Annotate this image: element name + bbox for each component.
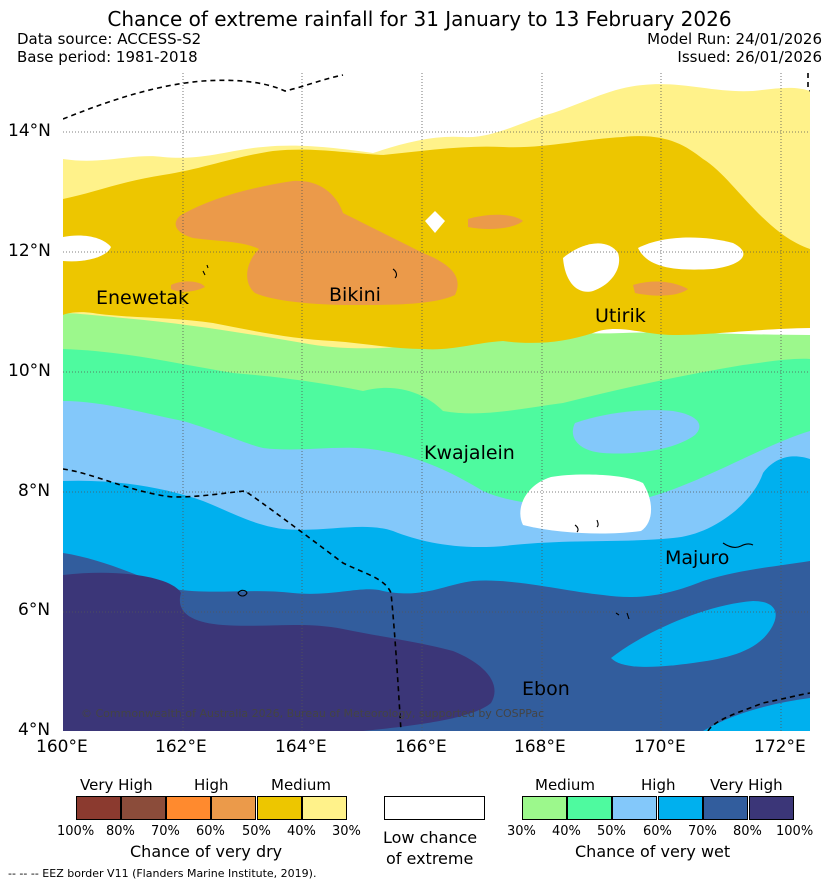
dry-tick-70: 70% xyxy=(151,824,180,839)
wet-medium-heading: Medium xyxy=(535,776,595,794)
wet-70-lobe xyxy=(611,601,776,667)
dry-medium-heading: Medium xyxy=(271,776,331,794)
dry-swatch-3 xyxy=(166,796,211,820)
rainfall-map[interactable]: Enewetak Bikini Utirik Kwajalein Majuro … xyxy=(63,73,810,731)
lat-label-6n: 6°N xyxy=(18,600,51,620)
lon-label-164e: 164°E xyxy=(275,737,327,757)
dry-tick-30: 30% xyxy=(332,824,361,839)
low-chance-hole-east xyxy=(638,237,744,270)
low-chance-hole-south xyxy=(520,474,652,534)
chart-title: Chance of extreme rainfall for 31 Januar… xyxy=(107,7,732,31)
wet-swatch-1 xyxy=(522,796,567,820)
dry-50-east xyxy=(468,214,523,229)
dry-high-heading: High xyxy=(194,776,229,794)
place-utirik: Utirik xyxy=(595,305,646,327)
wet-very-high-heading: Very High xyxy=(710,776,783,794)
eez-border-note: -- -- -- EEZ border V11 (Flanders Marine… xyxy=(8,867,317,880)
low-chance-swatch xyxy=(384,796,485,820)
model-run-label: Model Run: 24/01/2026 xyxy=(647,30,822,48)
wet-swatch-5 xyxy=(703,796,748,820)
copyright-notice: © Commonwealth of Australia 2026, Bureau… xyxy=(81,707,544,720)
dry-tick-40: 40% xyxy=(287,824,316,839)
dry-tick-100: 100% xyxy=(57,824,95,839)
wet-high-heading: High xyxy=(641,776,676,794)
base-period-label: Base period: 1981-2018 xyxy=(17,48,198,66)
dry-50-small xyxy=(171,281,205,292)
wet-tick-50: 50% xyxy=(597,824,626,839)
lat-label-4n: 4°N xyxy=(18,720,51,740)
dry-swatch-6 xyxy=(302,796,347,820)
dry-swatch-2 xyxy=(121,796,166,820)
place-kwajalein: Kwajalein xyxy=(424,442,515,464)
low-chance-hole-small xyxy=(425,211,445,233)
lat-label-12n: 12°N xyxy=(8,241,51,261)
dry-50-area xyxy=(175,180,458,305)
lon-label-160e: 160°E xyxy=(36,737,88,757)
dry-tick-60: 60% xyxy=(196,824,225,839)
lat-label-8n: 8°N xyxy=(18,481,51,501)
lon-label-172e: 172°E xyxy=(754,737,806,757)
wet-tick-40: 40% xyxy=(552,824,581,839)
wet-50-pocket xyxy=(572,410,700,454)
lon-label-168e: 168°E xyxy=(514,737,566,757)
wet-tick-60: 60% xyxy=(643,824,672,839)
lon-label-166e: 166°E xyxy=(395,737,447,757)
dry-very-high-heading: Very High xyxy=(80,776,153,794)
wet-swatch-6 xyxy=(749,796,794,820)
place-bikini: Bikini xyxy=(329,284,381,306)
dry-swatch-5 xyxy=(257,796,302,820)
low-chance-hole-west xyxy=(63,235,111,262)
wet-80-band xyxy=(63,572,495,731)
lon-label-170e: 170°E xyxy=(634,737,686,757)
wet-60-corner xyxy=(703,698,810,731)
lat-label-10n: 10°N xyxy=(8,361,51,381)
wet-legend-title: Chance of very wet xyxy=(575,842,731,861)
wet-tick-100: 100% xyxy=(776,824,814,839)
dry-50-far-east xyxy=(633,281,688,296)
dry-legend-title: Chance of very dry xyxy=(130,842,283,861)
place-majuro: Majuro xyxy=(665,547,729,569)
low-chance-hole-utirik xyxy=(563,243,620,292)
islands xyxy=(202,264,754,620)
eez-border xyxy=(63,73,810,731)
dry-swatch-1 xyxy=(76,796,121,820)
dry-swatch-4 xyxy=(211,796,256,820)
issued-label: Issued: 26/01/2026 xyxy=(677,48,822,66)
dry-tick-50: 50% xyxy=(242,824,271,839)
low-chance-label-line2: of extreme xyxy=(386,849,474,868)
low-chance-label-line1: Low chance xyxy=(383,828,478,847)
wet-tick-30: 30% xyxy=(507,824,536,839)
wet-tick-70: 70% xyxy=(688,824,717,839)
place-ebon: Ebon xyxy=(522,678,570,700)
wet-swatch-3 xyxy=(612,796,657,820)
lat-label-14n: 14°N xyxy=(8,121,51,141)
wet-tick-80: 80% xyxy=(733,824,762,839)
dry-tick-80: 80% xyxy=(106,824,135,839)
wet-swatch-2 xyxy=(567,796,612,820)
lon-label-162e: 162°E xyxy=(155,737,207,757)
wet-swatch-4 xyxy=(658,796,703,820)
data-source-label: Data source: ACCESS-S2 xyxy=(17,30,202,48)
place-enewetak: Enewetak xyxy=(96,287,189,309)
dry-yellow-patches xyxy=(661,97,757,159)
